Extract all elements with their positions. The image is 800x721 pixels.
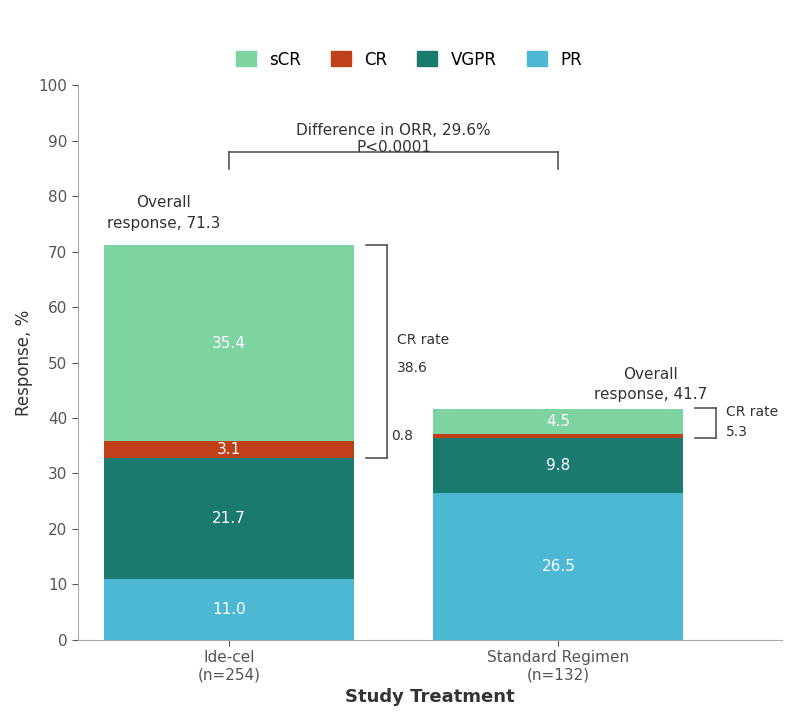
Text: 4.5: 4.5 — [546, 414, 570, 429]
Text: 0.8: 0.8 — [391, 429, 414, 443]
X-axis label: Study Treatment: Study Treatment — [345, 688, 514, 706]
Text: Overall: Overall — [623, 367, 678, 382]
Bar — [434, 434, 683, 438]
Bar — [104, 459, 354, 579]
Text: CR rate: CR rate — [397, 333, 450, 348]
Bar — [104, 245, 354, 441]
Bar — [104, 579, 354, 640]
Y-axis label: Response, %: Response, % — [15, 309, 33, 416]
Legend: sCR, CR, VGPR, PR: sCR, CR, VGPR, PR — [229, 44, 589, 75]
Text: P<0.0001: P<0.0001 — [356, 140, 431, 155]
Text: response, 71.3: response, 71.3 — [106, 216, 220, 231]
Bar — [434, 438, 683, 492]
Text: Overall: Overall — [136, 195, 190, 210]
Text: 9.8: 9.8 — [546, 458, 570, 473]
Bar — [104, 441, 354, 459]
Bar — [434, 492, 683, 640]
Text: CR rate: CR rate — [726, 405, 778, 419]
Text: 5.3: 5.3 — [726, 425, 748, 438]
Text: 26.5: 26.5 — [542, 559, 575, 574]
Text: Difference in ORR, 29.6%: Difference in ORR, 29.6% — [297, 123, 491, 138]
Text: 35.4: 35.4 — [212, 336, 246, 350]
Text: 21.7: 21.7 — [212, 511, 246, 526]
Text: response, 41.7: response, 41.7 — [594, 387, 707, 402]
Text: 38.6: 38.6 — [397, 361, 428, 375]
Text: 3.1: 3.1 — [217, 442, 242, 457]
Text: 11.0: 11.0 — [212, 601, 246, 616]
Bar — [434, 409, 683, 434]
